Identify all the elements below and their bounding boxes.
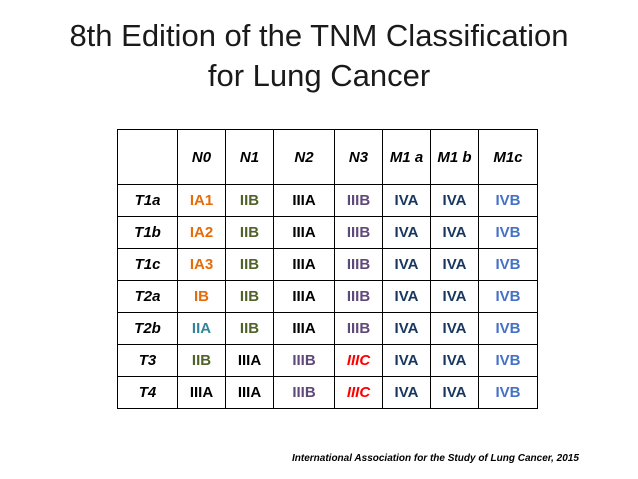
column-header: M1c	[478, 129, 538, 185]
stage-cell: IVB	[478, 280, 538, 313]
column-header: N0	[177, 129, 226, 185]
stage-cell: IIIC	[334, 376, 383, 409]
stage-cell: IIIA	[273, 248, 335, 281]
stage-cell: IIA	[177, 312, 226, 345]
stage-cell: IIIB	[334, 248, 383, 281]
stage-cell: IIB	[225, 312, 274, 345]
tnm-stage-table: N0 N1 N2 N3 M1 a M1 b M1c T1a IA1 IIB IIIA I…	[117, 129, 538, 409]
stage-cell: IVA	[382, 184, 431, 217]
column-header: M1 b	[430, 129, 479, 185]
stage-cell: IVA	[382, 312, 431, 345]
stage-cell: IVA	[430, 312, 479, 345]
table-row: T2b IIA IIB IIIA IIIB IVA IVA IVB	[117, 312, 538, 345]
stage-cell: IIB	[225, 216, 274, 249]
stage-cell: IVA	[430, 376, 479, 409]
row-header: T2b	[117, 312, 178, 345]
table-row: T1a IA1 IIB IIIA IIIB IVA IVA IVB	[117, 184, 538, 217]
stage-cell: IVB	[478, 376, 538, 409]
stage-cell: IVA	[382, 216, 431, 249]
stage-cell: IIIB	[334, 312, 383, 345]
stage-cell: IVB	[478, 184, 538, 217]
table-corner-cell	[117, 129, 178, 185]
stage-cell: IVA	[430, 184, 479, 217]
stage-cell: IIIB	[273, 376, 335, 409]
row-header: T2a	[117, 280, 178, 313]
stage-cell: IIB	[225, 248, 274, 281]
row-header: T1b	[117, 216, 178, 249]
header-row: N0 N1 N2 N3 M1 a M1 b M1c	[117, 129, 538, 185]
row-header: T1a	[117, 184, 178, 217]
stage-cell: IVB	[478, 344, 538, 377]
stage-cell: IVB	[478, 248, 538, 281]
column-header: N3	[334, 129, 383, 185]
table-row: T3 IIB IIIA IIIB IIIC IVA IVA IVB	[117, 344, 538, 377]
stage-cell: IIIC	[334, 344, 383, 377]
stage-cell: IVA	[430, 248, 479, 281]
stage-cell: IIB	[177, 344, 226, 377]
table-row: T1b IA2 IIB IIIA IIIB IVA IVA IVB	[117, 216, 538, 249]
stage-cell: IVA	[430, 216, 479, 249]
row-header: T4	[117, 376, 178, 409]
stage-cell: IIIB	[334, 184, 383, 217]
stage-cell: IIIB	[273, 344, 335, 377]
stage-cell: IVA	[430, 280, 479, 313]
stage-cell: IIIA	[273, 312, 335, 345]
table-row: T4 IIIA IIIA IIIB IIIC IVA IVA IVB	[117, 376, 538, 409]
stage-cell: IIIA	[273, 184, 335, 217]
stage-cell: IIIA	[225, 376, 274, 409]
stage-cell: IVA	[382, 376, 431, 409]
row-header: T1c	[117, 248, 178, 281]
stage-cell: IVA	[430, 344, 479, 377]
stage-cell: IVA	[382, 248, 431, 281]
stage-cell: IIB	[225, 184, 274, 217]
stage-cell: IIIA	[273, 280, 335, 313]
table-row: T2a IB IIB IIIA IIIB IVA IVA IVB	[117, 280, 538, 313]
stage-cell: IVB	[478, 216, 538, 249]
column-header: M1 a	[382, 129, 431, 185]
stage-cell: IA3	[177, 248, 226, 281]
column-header: N1	[225, 129, 274, 185]
title-line-1: 8th Edition of the TNM Classification	[69, 18, 569, 53]
stage-cell: IB	[177, 280, 226, 313]
source-footnote: International Association for the Study …	[292, 453, 579, 464]
stage-cell: IIIB	[334, 280, 383, 313]
stage-cell: IIB	[225, 280, 274, 313]
stage-cell: IVA	[382, 344, 431, 377]
column-header: N2	[273, 129, 335, 185]
stage-cell: IIIA	[225, 344, 274, 377]
table-row: T1c IA3 IIB IIIA IIIB IVA IVA IVB	[117, 248, 538, 281]
stage-cell: IVB	[478, 312, 538, 345]
stage-cell: IVA	[382, 280, 431, 313]
slide-title: 8th Edition of the TNM Classification fo…	[0, 16, 638, 96]
stage-cell: IIIB	[334, 216, 383, 249]
stage-cell: IA1	[177, 184, 226, 217]
title-line-2: for Lung Cancer	[207, 58, 431, 93]
stage-cell: IIIA	[273, 216, 335, 249]
stage-cell: IIIA	[177, 376, 226, 409]
row-header: T3	[117, 344, 178, 377]
stage-cell: IA2	[177, 216, 226, 249]
